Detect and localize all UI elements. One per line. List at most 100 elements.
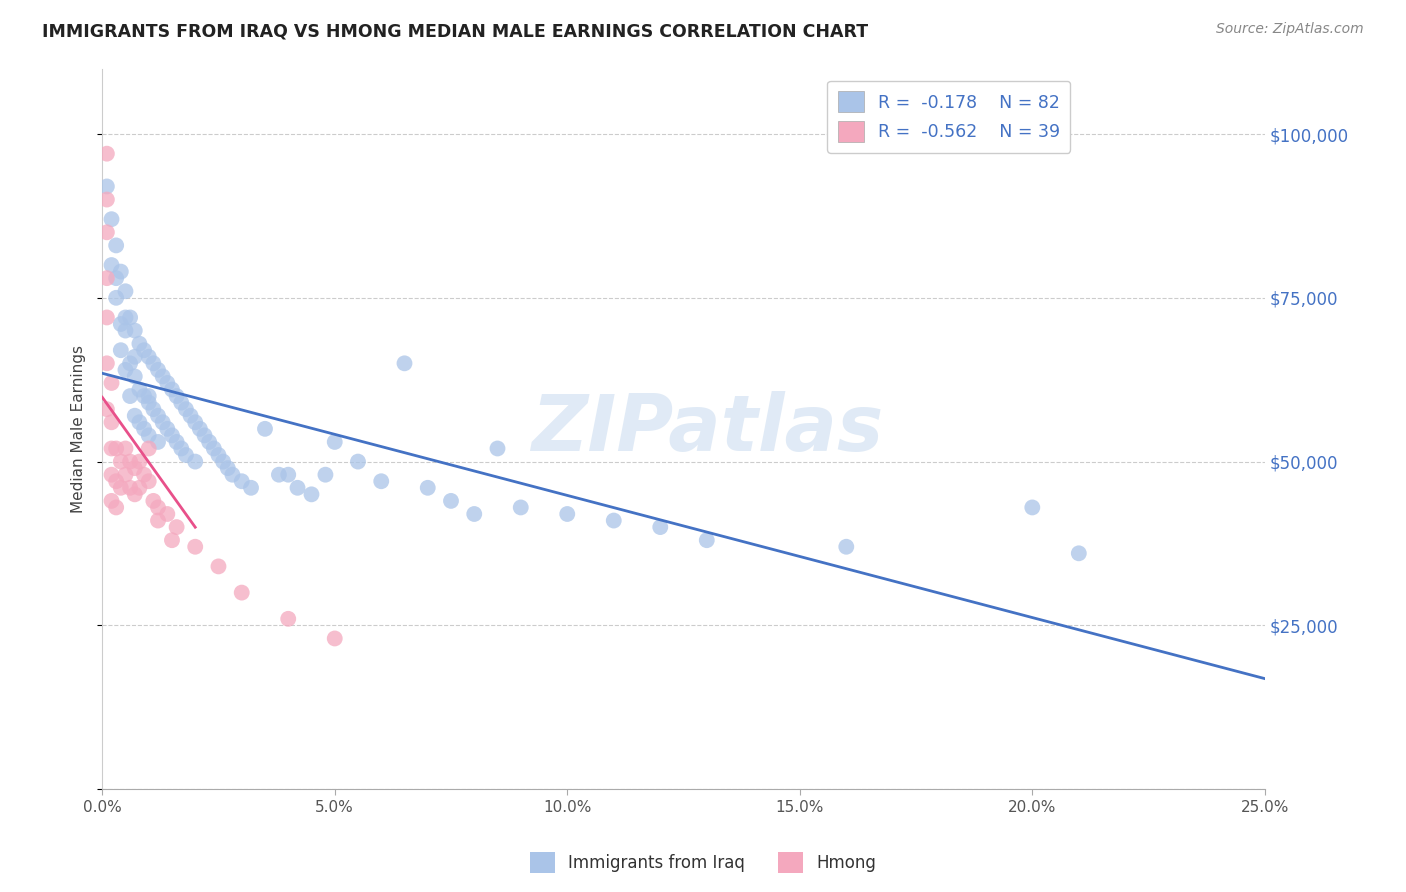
Point bbox=[207, 448, 229, 462]
Point bbox=[124, 369, 146, 384]
Point bbox=[184, 540, 207, 554]
Point bbox=[188, 422, 211, 436]
Legend: Immigrants from Iraq, Hmong: Immigrants from Iraq, Hmong bbox=[523, 846, 883, 880]
Point bbox=[555, 507, 578, 521]
Point bbox=[100, 376, 122, 390]
Point bbox=[100, 212, 122, 227]
Point bbox=[96, 271, 118, 285]
Point bbox=[124, 324, 146, 338]
Point bbox=[142, 402, 165, 417]
Point bbox=[105, 238, 128, 252]
Point bbox=[114, 467, 136, 482]
Point bbox=[156, 376, 179, 390]
Point bbox=[96, 179, 118, 194]
Legend: R =  -0.178    N = 82, R =  -0.562    N = 39: R = -0.178 N = 82, R = -0.562 N = 39 bbox=[827, 81, 1070, 153]
Point bbox=[156, 507, 179, 521]
Point bbox=[323, 434, 346, 449]
Point bbox=[463, 507, 485, 521]
Point bbox=[184, 415, 207, 429]
Point bbox=[96, 146, 118, 161]
Point bbox=[152, 415, 174, 429]
Point bbox=[207, 559, 229, 574]
Point bbox=[124, 461, 146, 475]
Point bbox=[105, 271, 128, 285]
Point bbox=[105, 442, 128, 456]
Text: ZIPatlas: ZIPatlas bbox=[530, 391, 883, 467]
Point bbox=[120, 389, 142, 403]
Point bbox=[132, 389, 155, 403]
Point bbox=[100, 415, 122, 429]
Point bbox=[110, 454, 132, 468]
Point bbox=[138, 428, 160, 442]
Point bbox=[180, 409, 202, 423]
Point bbox=[152, 369, 174, 384]
Point bbox=[138, 442, 160, 456]
Point bbox=[114, 363, 136, 377]
Point bbox=[146, 500, 169, 515]
Point bbox=[138, 389, 160, 403]
Point bbox=[128, 336, 150, 351]
Point bbox=[100, 494, 122, 508]
Point bbox=[301, 487, 323, 501]
Point bbox=[146, 409, 169, 423]
Point bbox=[142, 356, 165, 370]
Point bbox=[277, 467, 299, 482]
Point bbox=[110, 343, 132, 358]
Point bbox=[314, 467, 336, 482]
Point bbox=[100, 467, 122, 482]
Point bbox=[160, 428, 183, 442]
Point bbox=[166, 520, 188, 534]
Point bbox=[138, 395, 160, 409]
Point bbox=[100, 442, 122, 456]
Point bbox=[146, 514, 169, 528]
Point bbox=[323, 632, 346, 646]
Point bbox=[253, 422, 276, 436]
Point bbox=[114, 285, 136, 299]
Point bbox=[100, 258, 122, 272]
Point bbox=[105, 475, 128, 489]
Point bbox=[370, 475, 392, 489]
Point bbox=[96, 402, 118, 417]
Point bbox=[128, 415, 150, 429]
Point bbox=[416, 481, 439, 495]
Point bbox=[509, 500, 531, 515]
Point bbox=[96, 225, 118, 239]
Point bbox=[184, 454, 207, 468]
Point bbox=[174, 402, 197, 417]
Point bbox=[486, 442, 509, 456]
Point bbox=[160, 383, 183, 397]
Point bbox=[142, 494, 165, 508]
Point bbox=[174, 448, 197, 462]
Point bbox=[198, 434, 221, 449]
Point bbox=[124, 409, 146, 423]
Point bbox=[202, 442, 225, 456]
Point bbox=[138, 475, 160, 489]
Point bbox=[110, 317, 132, 331]
Point bbox=[1021, 500, 1043, 515]
Text: IMMIGRANTS FROM IRAQ VS HMONG MEDIAN MALE EARNINGS CORRELATION CHART: IMMIGRANTS FROM IRAQ VS HMONG MEDIAN MAL… bbox=[42, 22, 869, 40]
Point bbox=[146, 363, 169, 377]
Point bbox=[128, 383, 150, 397]
Point bbox=[114, 324, 136, 338]
Point bbox=[394, 356, 416, 370]
Point bbox=[277, 612, 299, 626]
Y-axis label: Median Male Earnings: Median Male Earnings bbox=[72, 345, 86, 513]
Point bbox=[120, 454, 142, 468]
Point bbox=[267, 467, 290, 482]
Point bbox=[221, 467, 243, 482]
Point bbox=[128, 481, 150, 495]
Point bbox=[212, 454, 235, 468]
Point bbox=[138, 350, 160, 364]
Point bbox=[835, 540, 858, 554]
Point bbox=[114, 310, 136, 325]
Point bbox=[96, 310, 118, 325]
Point bbox=[170, 395, 193, 409]
Point bbox=[240, 481, 263, 495]
Point bbox=[132, 422, 155, 436]
Text: Source: ZipAtlas.com: Source: ZipAtlas.com bbox=[1216, 22, 1364, 37]
Point bbox=[217, 461, 239, 475]
Point bbox=[132, 343, 155, 358]
Point bbox=[231, 585, 253, 599]
Point bbox=[110, 481, 132, 495]
Point bbox=[160, 533, 183, 548]
